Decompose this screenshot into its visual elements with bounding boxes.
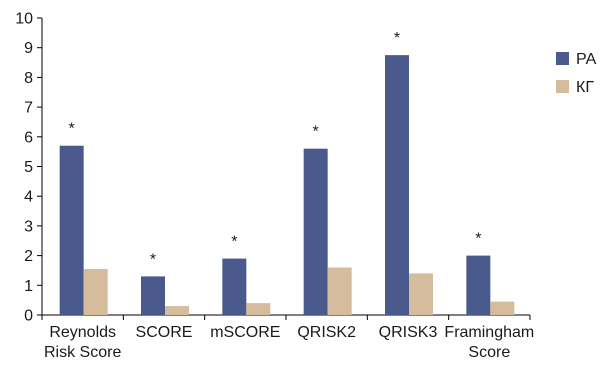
bar-kg-4 [409,273,433,315]
y-tick-label: 3 [24,218,33,235]
bar-ra-0 [59,145,84,315]
x-tick-label: mSCORE [210,324,280,341]
x-tick-label: Score [468,344,510,361]
bars [59,55,515,315]
legend-swatch-ra [556,52,569,65]
bar-ra-2 [222,258,247,315]
significance-asterisk: * [394,30,400,47]
bar-ra-5 [466,255,491,315]
bar-kg-2 [246,303,271,315]
legend-swatch-kg [556,80,569,93]
y-axis: 0 1 2 3 4 5 6 7 8 9 10 [15,11,43,325]
bar-kg-1 [165,306,189,315]
legend-label-ra: РА [576,51,597,68]
bar-kg-0 [83,268,108,315]
significance-asterisk: * [313,124,319,141]
y-tick-label: 10 [15,11,33,28]
y-tick-label: 7 [24,100,33,117]
bar-ra-3 [303,148,328,315]
significance-markers: * * * * * * [69,30,482,268]
y-tick-label: 1 [24,278,33,295]
y-tick-label: 4 [24,189,33,206]
x-tick-label: QRISK3 [379,324,438,341]
y-tick-label: 5 [24,159,33,176]
x-tick-label: Risk Score [44,344,121,361]
legend: РА КГ [556,51,597,96]
significance-asterisk: * [150,251,156,268]
legend-label-kg: КГ [576,79,594,96]
y-tick-label: 8 [24,70,33,87]
x-tick-label: SCORE [136,324,193,341]
bar-ra-1 [141,276,165,315]
bar-kg-5 [490,301,515,315]
bar-kg-3 [327,267,352,315]
y-tick-label: 0 [24,308,33,325]
y-tick-label: 2 [24,248,33,265]
y-tick-label: 9 [24,40,33,57]
significance-asterisk: * [475,231,481,248]
significance-asterisk: * [231,234,237,251]
x-tick-label: Framingham [444,324,534,341]
x-tick-label: QRISK2 [297,324,356,341]
bar-ra-4 [385,55,409,315]
y-tick-label: 6 [24,129,33,146]
significance-asterisk: * [69,121,75,138]
x-tick-label: Reynolds [49,324,116,341]
x-axis: Reynolds Risk Score SCORE mSCORE QRISK2 QRISK… [41,314,534,361]
